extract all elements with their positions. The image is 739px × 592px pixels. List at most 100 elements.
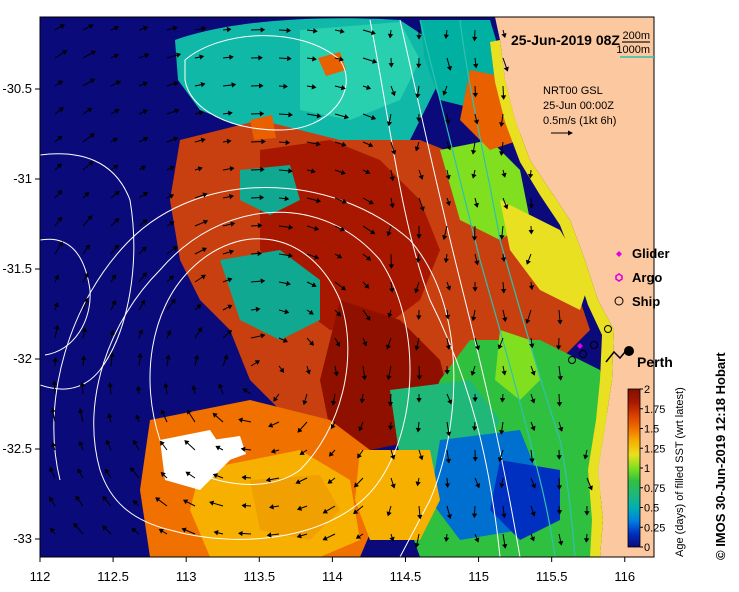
current-vector-head [113, 164, 119, 170]
current-vector-head [502, 543, 508, 549]
glider-markers [577, 343, 583, 349]
current-vector-head [353, 482, 360, 488]
current-vector-head [416, 63, 422, 69]
current-vector-head [111, 274, 117, 280]
current-vector-head [322, 535, 328, 541]
current-vector-head [418, 174, 424, 180]
current-vector-head [53, 302, 59, 308]
colorbar-tick-label: 1.5 [644, 424, 659, 436]
current-vector-head [59, 24, 65, 29]
current-vector-head [340, 85, 346, 91]
current-vector-head [587, 485, 593, 491]
current-vector-head [330, 423, 336, 430]
current-vector-head [181, 527, 187, 533]
current-vector-head [366, 255, 372, 261]
current-vector-head [56, 163, 62, 169]
current-vector-head [57, 189, 63, 196]
current-vector-head [212, 412, 218, 418]
current-vector-head [364, 283, 370, 289]
current-vector-head [133, 439, 138, 446]
current-vector-head [583, 538, 590, 543]
current-vector-head [228, 249, 235, 255]
current-vector-head [261, 138, 266, 145]
current-vector-head [362, 341, 368, 347]
current-vector-head [499, 397, 506, 403]
current-vectors [49, 24, 593, 549]
current-vector-head [169, 165, 175, 171]
current-vector-head [287, 55, 292, 62]
current-vector-head [322, 508, 328, 514]
current-vector-head [81, 327, 88, 333]
current-vector-head [501, 513, 507, 519]
current-vector-head [530, 370, 536, 376]
current-vector-head [386, 511, 392, 517]
current-vector-head [443, 537, 450, 542]
current-vector-head [499, 483, 505, 489]
current-vector-head [445, 458, 452, 464]
current-vector-head [472, 457, 478, 462]
current-vector-head [191, 385, 197, 391]
current-vector-head [213, 530, 219, 536]
current-vector-head [182, 499, 189, 505]
current-vector-head [471, 236, 478, 241]
current-vector-head [328, 451, 334, 457]
current-vector-head [57, 80, 63, 86]
current-vector-head [368, 142, 374, 148]
colorbar-tick-label: 0.5 [644, 503, 659, 515]
current-vector-head [557, 319, 563, 325]
current-vector-head [58, 107, 64, 113]
copyright-credit: © IMOS 30-Jun-2019 12:18 Hobart [713, 352, 728, 560]
current-vector-head [385, 344, 391, 350]
current-vector-head [443, 258, 450, 264]
current-vector-head [339, 226, 346, 232]
current-vector-head [472, 287, 478, 292]
current-vector-head [109, 329, 115, 335]
current-vector-head [338, 56, 344, 62]
current-vector-head [500, 288, 507, 294]
current-vector-head [168, 275, 174, 281]
current-vector-head [89, 133, 95, 139]
current-source-label: NRT00 GSL [543, 85, 603, 97]
current-vector-head [186, 409, 192, 415]
current-vector-head [444, 483, 451, 488]
current-vector-head [470, 149, 477, 155]
current-vector-head [200, 137, 206, 143]
current-vector-head [87, 215, 93, 221]
current-vector-head [583, 454, 589, 460]
current-vector-head [446, 65, 453, 71]
current-vector-head [168, 193, 175, 199]
current-vector-head [241, 474, 247, 481]
colorbar-tick-label: 0.25 [644, 522, 665, 534]
current-vector-head [314, 254, 320, 260]
current-vector-head [387, 312, 393, 318]
current-vector-head [365, 315, 371, 321]
current-vector-head [558, 426, 564, 432]
current-vector-head [414, 345, 420, 351]
current-vector-head [445, 431, 452, 437]
current-vector-head [215, 445, 221, 451]
current-vector-head [113, 53, 120, 59]
colorbar-tick-label: 0.75 [644, 483, 665, 495]
y-tick-label: -31 [13, 171, 32, 186]
current-vector-head [227, 277, 233, 283]
current-vector-head [84, 191, 90, 197]
current-vector-head [284, 195, 290, 202]
current-vector-head [341, 141, 347, 147]
sst-age-field [140, 18, 610, 557]
current-vector-head [89, 78, 96, 84]
current-vector-head [415, 481, 421, 487]
x-tick-label: 115 [468, 569, 489, 584]
current-vector-head [260, 278, 266, 284]
current-vector-head [173, 136, 179, 142]
current-vector-head [86, 107, 93, 113]
current-vector-head [54, 274, 60, 280]
current-vector-head [444, 369, 450, 375]
current-vector-head [143, 136, 149, 142]
current-time-label: 25-Jun 00:00Z [543, 100, 614, 112]
current-vector-head [471, 316, 477, 322]
current-vector-head [445, 174, 451, 180]
current-vector-head [415, 427, 422, 433]
current-vector-head [197, 327, 203, 333]
current-vector-head [279, 367, 285, 373]
current-vector-head [556, 455, 562, 460]
